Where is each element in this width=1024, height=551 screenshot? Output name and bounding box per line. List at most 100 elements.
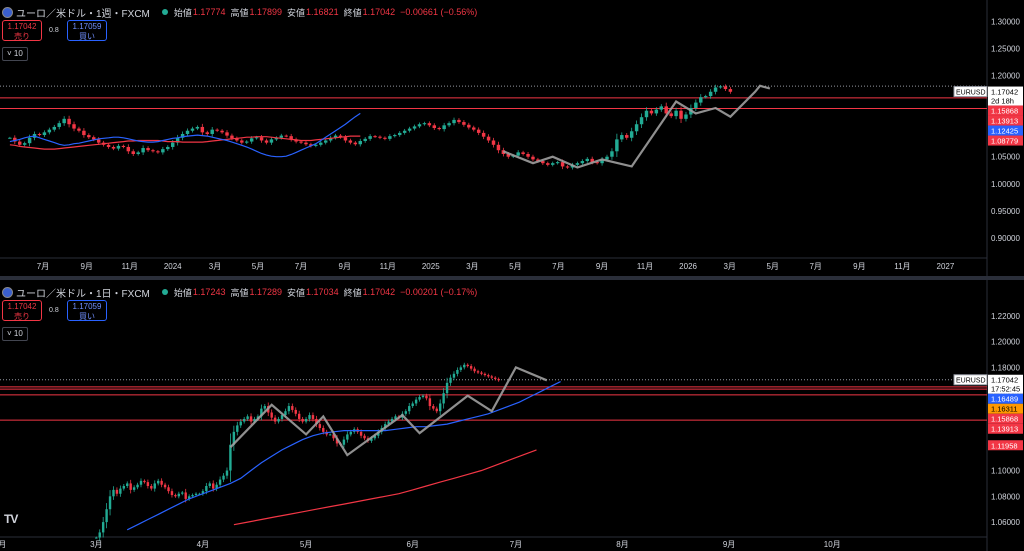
candle-body bbox=[141, 148, 145, 153]
y-tick-label: 1.25000 bbox=[991, 44, 1020, 53]
candle-body bbox=[408, 406, 411, 412]
candle-body bbox=[13, 137, 17, 142]
candle-body bbox=[427, 123, 432, 126]
x-tick-label: 3月 bbox=[723, 262, 735, 271]
x-tick-label: 5月 bbox=[300, 540, 312, 549]
candle-body bbox=[323, 140, 328, 143]
close-value: 1.17042 bbox=[362, 7, 396, 17]
daily-chart-pane[interactable]: 1.060001.080001.100001.120001.140001.160… bbox=[0, 280, 1024, 551]
y-tick-label: 0.95000 bbox=[991, 207, 1020, 216]
candle-body bbox=[105, 509, 108, 523]
daily-chart-canvas[interactable]: 1.060001.080001.100001.120001.140001.160… bbox=[0, 280, 1024, 551]
sma-slow-line bbox=[9, 135, 361, 150]
y-tick-label: 1.00000 bbox=[991, 180, 1020, 189]
candle-body bbox=[167, 487, 170, 492]
x-tick-label: 11月 bbox=[637, 262, 653, 271]
candle-body bbox=[146, 148, 150, 151]
y-tick-label: 1.10000 bbox=[991, 467, 1020, 476]
candle-body bbox=[229, 444, 232, 471]
candle-body bbox=[422, 123, 427, 125]
change-value: −0.00661 (−0.56%) bbox=[400, 7, 478, 17]
change-value: −0.00201 (−0.17%) bbox=[400, 287, 478, 297]
symbol-tag-box bbox=[953, 86, 988, 98]
candle-body bbox=[170, 142, 175, 147]
sell-button[interactable]: 1.17042 売り bbox=[2, 20, 42, 41]
candle-body bbox=[235, 138, 239, 141]
candle-body bbox=[222, 475, 225, 480]
buy-button[interactable]: 1.17059 買い bbox=[67, 20, 107, 41]
x-tick-label: 7月 bbox=[809, 262, 821, 271]
candle-body bbox=[57, 123, 61, 127]
candle-body bbox=[121, 145, 126, 147]
x-tick-label: 5月 bbox=[509, 262, 521, 271]
price-label-box bbox=[988, 374, 1023, 394]
candle-body bbox=[605, 156, 609, 160]
candle-body bbox=[236, 425, 239, 432]
candle-body bbox=[201, 491, 205, 494]
candle-body bbox=[480, 372, 483, 374]
candle-body bbox=[536, 159, 540, 162]
candle-body bbox=[77, 128, 81, 131]
weekly-chart-pane[interactable]: 0.900000.950001.000001.050001.100001.150… bbox=[0, 0, 1024, 276]
zigzag-line bbox=[229, 366, 548, 457]
candle-body bbox=[311, 415, 315, 419]
candle-body bbox=[225, 470, 229, 476]
candle-body bbox=[191, 495, 194, 497]
price-label-box bbox=[988, 86, 1023, 106]
y-tick-label: 1.20000 bbox=[991, 338, 1020, 347]
candle-body bbox=[111, 146, 116, 149]
candle-body bbox=[101, 522, 105, 533]
candle-body bbox=[122, 486, 126, 489]
candle-body bbox=[131, 151, 135, 154]
candle-body bbox=[259, 137, 264, 141]
tradingview-logo[interactable]: TV bbox=[4, 512, 18, 526]
candle-body bbox=[447, 123, 451, 126]
indicator-toggle-button[interactable]: ˅ 10 bbox=[2, 47, 28, 61]
sell-button[interactable]: 1.17042 売り bbox=[2, 300, 42, 321]
euro-flag-icon bbox=[2, 286, 13, 298]
weekly-chart-canvas[interactable]: 0.900000.950001.000001.050001.100001.150… bbox=[0, 0, 1024, 276]
candle-body bbox=[342, 439, 346, 445]
y-tick-label: 1.30000 bbox=[991, 17, 1020, 26]
close-label: 終値 bbox=[343, 7, 362, 18]
candle-body bbox=[438, 403, 442, 412]
weekly-chart-header: ユーロ／米ドル・1週・FXCM 始値 1.17774 高値 1.17899 安値 1.… bbox=[2, 4, 482, 20]
candle-body bbox=[531, 156, 535, 160]
indicator-toggle-button[interactable]: ˅ 10 bbox=[2, 327, 28, 341]
candle-body bbox=[160, 480, 163, 485]
candle-body bbox=[487, 375, 490, 377]
candle-body bbox=[473, 368, 476, 372]
candle-body bbox=[600, 159, 604, 164]
high-value: 1.17289 bbox=[249, 287, 283, 297]
buy-button[interactable]: 1.17059 買い bbox=[67, 300, 107, 321]
candle-body bbox=[346, 434, 349, 440]
symbol-tag-text: EURUSD bbox=[956, 90, 986, 97]
low-label: 安値 bbox=[287, 287, 306, 298]
candle-body bbox=[177, 493, 181, 497]
candle-body bbox=[449, 377, 452, 383]
candle-body bbox=[304, 418, 308, 422]
candle-body bbox=[106, 144, 111, 147]
symbol-title[interactable]: ユーロ／米ドル・1日・FXCM bbox=[16, 288, 150, 300]
symbol-title[interactable]: ユーロ／米ドル・1週・FXCM bbox=[16, 8, 150, 20]
price-label-box bbox=[988, 403, 1023, 414]
candle-body bbox=[270, 412, 273, 418]
candle-body bbox=[156, 151, 160, 153]
sma-slow-line bbox=[233, 449, 537, 526]
candle-body bbox=[289, 136, 293, 140]
candle-body bbox=[304, 142, 308, 145]
candle-body bbox=[718, 86, 723, 88]
candle-body bbox=[437, 128, 441, 130]
candle-body bbox=[694, 102, 698, 108]
candle-body bbox=[156, 480, 160, 484]
candle-body bbox=[625, 135, 629, 138]
euro-flag-icon bbox=[2, 6, 13, 18]
price-label-box bbox=[988, 115, 1023, 126]
x-tick-label: 3月 bbox=[466, 262, 478, 271]
candle-body bbox=[699, 97, 703, 103]
candle-body bbox=[402, 130, 407, 133]
pane-divider[interactable] bbox=[0, 276, 1024, 280]
candle-body bbox=[452, 373, 456, 378]
sma-fast-line bbox=[9, 112, 361, 158]
open-label: 始値 bbox=[173, 7, 192, 18]
